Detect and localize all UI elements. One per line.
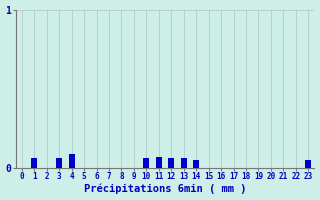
Bar (193, 160, 199, 168)
Bar (156, 157, 162, 168)
Bar (305, 160, 311, 168)
Bar (68, 154, 75, 168)
Bar (180, 158, 187, 168)
Bar (31, 158, 37, 168)
Bar (56, 158, 62, 168)
X-axis label: Précipitations 6min ( mm ): Précipitations 6min ( mm ) (84, 184, 246, 194)
Bar (143, 158, 149, 168)
Bar (168, 158, 174, 168)
